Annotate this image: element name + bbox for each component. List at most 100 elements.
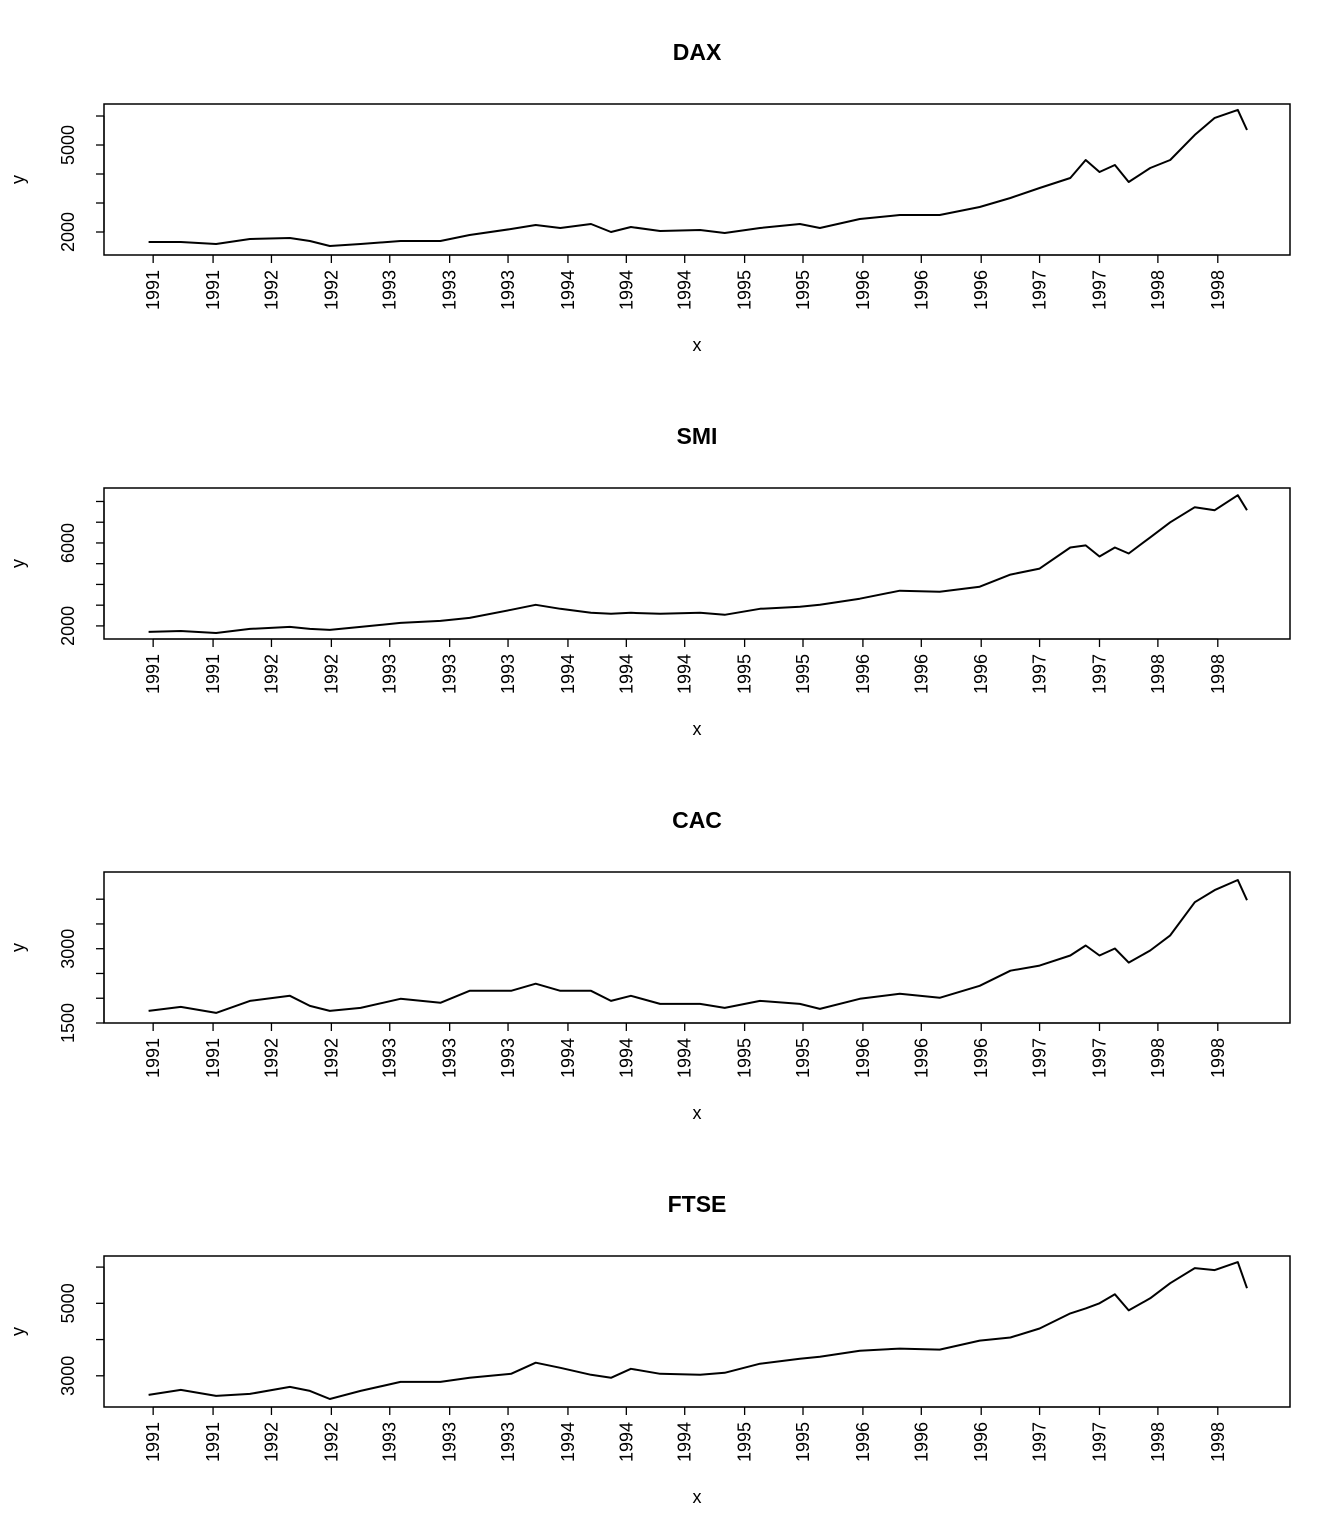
y-tick-label: 5000: [58, 1283, 78, 1323]
series-line: [148, 1261, 1248, 1400]
x-tick-label: 1991: [203, 1422, 223, 1462]
x-tick-label: 1993: [440, 1038, 460, 1078]
x-tick-label: 1997: [1030, 270, 1050, 310]
y-tick-label: 2000: [58, 606, 78, 646]
chart-title: SMI: [677, 423, 718, 449]
x-tick-label: 1997: [1030, 1038, 1050, 1078]
x-tick-label: 1993: [440, 654, 460, 694]
x-tick-label: 1995: [735, 654, 755, 694]
x-tick-label: 1992: [261, 270, 281, 310]
x-tick-label: 1995: [735, 1038, 755, 1078]
chart-title: CAC: [672, 807, 722, 833]
x-tick-label: 1994: [616, 1422, 636, 1462]
x-tick-label: 1993: [380, 1038, 400, 1078]
x-tick-label: 1996: [971, 270, 991, 310]
x-tick-label: 1991: [203, 270, 223, 310]
x-tick-label: 1993: [440, 1422, 460, 1462]
x-tick-label: 1995: [793, 654, 813, 694]
x-tick-label: 1994: [558, 1038, 578, 1078]
x-tick-label: 1998: [1208, 270, 1228, 310]
y-tick-label: 3000: [58, 929, 78, 969]
x-tick-label: 1995: [793, 1422, 813, 1462]
x-axis-label: x: [693, 719, 702, 739]
x-tick-label: 1991: [143, 1422, 163, 1462]
chart-title: DAX: [673, 39, 722, 65]
chart-title: FTSE: [668, 1191, 727, 1217]
x-tick-label: 1996: [853, 1038, 873, 1078]
plot-frame: [103, 103, 1291, 256]
x-tick-label: 1996: [911, 1038, 931, 1078]
y-axis-label: y: [8, 943, 28, 952]
series-line: [148, 879, 1248, 1014]
x-tick-label: 1998: [1208, 1038, 1228, 1078]
x-tick-label: 1993: [440, 270, 460, 310]
plot-frame: [103, 487, 1291, 640]
x-tick-label: 1993: [380, 654, 400, 694]
plot-frame: [103, 871, 1291, 1024]
x-tick-label: 1993: [498, 1422, 518, 1462]
x-tick-label: 1998: [1148, 654, 1168, 694]
x-tick-label: 1996: [971, 1038, 991, 1078]
x-tick-label: 1994: [616, 654, 636, 694]
plot-frame: [103, 1255, 1291, 1408]
x-tick-label: 1992: [321, 1038, 341, 1078]
y-axis-label: y: [8, 1327, 28, 1336]
x-tick-label: 1996: [853, 654, 873, 694]
x-tick-label: 1994: [675, 270, 695, 310]
x-tick-label: 1994: [558, 654, 578, 694]
x-tick-label: 1991: [203, 1038, 223, 1078]
x-tick-label: 1997: [1090, 1038, 1110, 1078]
x-tick-label: 1991: [143, 270, 163, 310]
x-tick-label: 1996: [911, 654, 931, 694]
x-tick-label: 1998: [1148, 270, 1168, 310]
x-tick-label: 1993: [498, 270, 518, 310]
x-tick-label: 1994: [675, 1422, 695, 1462]
y-axis-label: y: [8, 175, 28, 184]
series-line: [148, 108, 1248, 247]
x-tick-label: 1996: [911, 270, 931, 310]
x-tick-label: 1997: [1090, 270, 1110, 310]
x-tick-label: 1992: [321, 1422, 341, 1462]
x-tick-label: 1992: [261, 654, 281, 694]
x-tick-label: 1995: [735, 270, 755, 310]
x-tick-label: 1998: [1148, 1422, 1168, 1462]
x-tick-label: 1992: [261, 1422, 281, 1462]
x-tick-label: 1998: [1208, 654, 1228, 694]
x-tick-label: 1992: [321, 270, 341, 310]
x-tick-label: 1997: [1090, 654, 1110, 694]
x-axis-label: x: [693, 335, 702, 355]
x-tick-label: 1994: [558, 270, 578, 310]
y-tick-label: 3000: [58, 1356, 78, 1396]
x-tick-label: 1994: [616, 270, 636, 310]
x-tick-label: 1991: [203, 654, 223, 694]
x-tick-label: 1994: [675, 654, 695, 694]
x-tick-label: 1995: [793, 270, 813, 310]
x-tick-label: 1995: [793, 1038, 813, 1078]
y-axis-label: y: [8, 559, 28, 568]
x-tick-label: 1996: [971, 654, 991, 694]
x-tick-label: 1996: [853, 270, 873, 310]
x-tick-label: 1993: [380, 270, 400, 310]
x-tick-label: 1996: [853, 1422, 873, 1462]
x-tick-label: 1992: [321, 654, 341, 694]
y-tick-label: 2000: [58, 212, 78, 252]
y-tick-label: 6000: [58, 523, 78, 563]
x-tick-label: 1993: [380, 1422, 400, 1462]
x-tick-label: 1998: [1148, 1038, 1168, 1078]
x-tick-label: 1998: [1208, 1422, 1228, 1462]
x-axis-label: x: [693, 1487, 702, 1507]
y-tick-label: 1500: [58, 1003, 78, 1043]
x-tick-label: 1993: [498, 654, 518, 694]
x-tick-label: 1996: [971, 1422, 991, 1462]
x-tick-label: 1996: [911, 1422, 931, 1462]
x-tick-label: 1995: [735, 1422, 755, 1462]
y-tick-label: 5000: [58, 125, 78, 165]
x-tick-label: 1993: [498, 1038, 518, 1078]
series-line: [148, 494, 1248, 634]
x-tick-label: 1992: [261, 1038, 281, 1078]
x-tick-label: 1997: [1090, 1422, 1110, 1462]
x-tick-label: 1991: [143, 654, 163, 694]
x-tick-label: 1991: [143, 1038, 163, 1078]
x-tick-label: 1997: [1030, 654, 1050, 694]
